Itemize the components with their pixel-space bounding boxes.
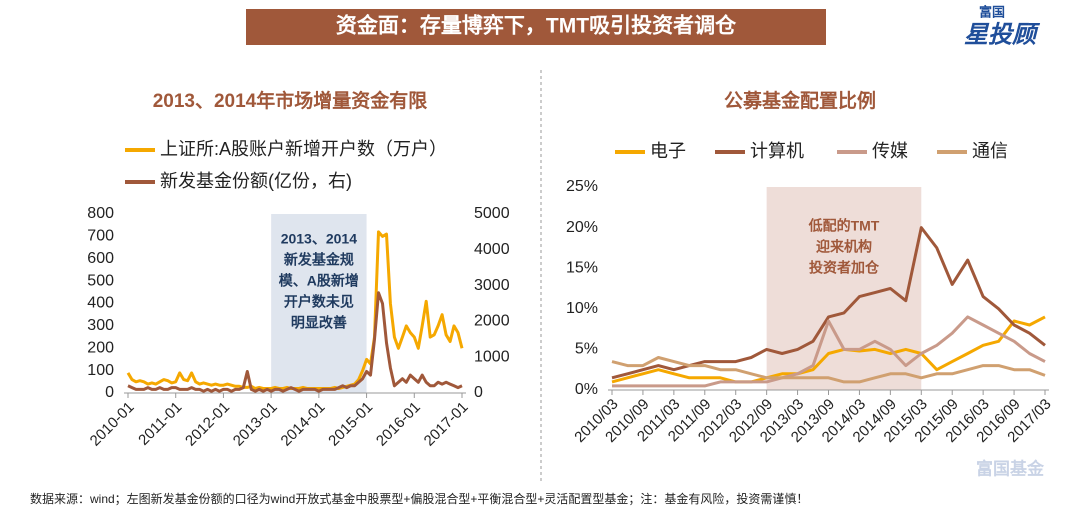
y-tick-label: 400: [87, 295, 114, 312]
y-tick-label: 800: [87, 205, 114, 222]
annotation: 低配的TMT: [808, 218, 880, 234]
x-tick-label: 2012-01: [182, 399, 233, 450]
footer-note: 数据来源：wind；左图新发基金份额的口径为wind开放式基金中股票型+偏股混合…: [30, 491, 808, 506]
annotation: 模、A股新增: [279, 273, 359, 289]
y2-tick-label: 0: [474, 384, 483, 401]
slide-title: 资金面：存量博弈下，TMT吸引投资者调仓: [336, 14, 737, 38]
y2-tick-label: 4000: [474, 241, 510, 258]
y-tick-label: 5%: [575, 341, 598, 358]
y-tick-label: 700: [87, 228, 114, 245]
logo-main: 星投顾: [964, 21, 1041, 48]
series-line: [612, 315, 1046, 388]
y-tick-label: 200: [87, 339, 114, 356]
x-tick-label: 2015-01: [325, 399, 376, 450]
y-tick-label: 0: [105, 384, 114, 401]
legend-label: 计算机: [750, 141, 804, 161]
series-line: [611, 226, 1046, 380]
y2-tick-label: 5000: [474, 205, 510, 222]
x-tick-label: 2017-01: [421, 399, 472, 450]
chart-title: 2013、2014年市场增量资金有限: [153, 89, 428, 112]
y2-tick-label: 3000: [474, 277, 510, 294]
series-line: [127, 291, 463, 393]
x-tick-label: 2016-01: [373, 399, 424, 450]
y-tick-label: 20%: [566, 219, 598, 236]
y-tick-label: 600: [87, 250, 114, 267]
legend-label: 新发基金份额(亿份，右): [160, 171, 352, 191]
y-tick-label: 500: [87, 272, 114, 289]
y-tick-label: 15%: [566, 259, 598, 276]
annotation: 明显改善: [291, 315, 347, 331]
series-line: [611, 315, 1046, 384]
y-tick-label: 300: [87, 317, 114, 334]
title-banner: [246, 9, 826, 45]
y-tick-label: 0%: [575, 381, 598, 398]
y-tick-label: 10%: [566, 300, 598, 317]
x-tick-label: 2010-01: [87, 399, 138, 450]
y2-tick-label: 1000: [474, 348, 510, 365]
y2-tick-label: 2000: [474, 313, 510, 330]
legend-label: 通信: [972, 141, 1008, 161]
series-line: [611, 356, 1046, 384]
y-tick-label: 100: [87, 362, 114, 379]
y-tick-label: 25%: [566, 178, 598, 195]
highlight-region: [271, 214, 367, 393]
annotation: 新发基金规: [284, 252, 354, 268]
annotation: 投资者加仓: [809, 260, 880, 276]
legend-label: 电子: [650, 141, 686, 161]
x-tick-label: 2013-01: [230, 399, 281, 450]
logo-top: 富国: [979, 4, 1005, 19]
annotation: 迎来机构: [816, 239, 872, 255]
watermark: 富国基金: [976, 458, 1045, 478]
chart-title: 公募基金配置比例: [724, 89, 876, 112]
legend-label: 传媒: [872, 141, 908, 161]
annotation: 开户数未见: [284, 294, 354, 310]
annotation: 2013、2014: [281, 231, 358, 247]
legend-label: 上证所:A股账户新增开户数（万户）: [160, 139, 447, 159]
x-tick-label: 2011-01: [135, 399, 185, 449]
x-tick-label: 2014-01: [278, 399, 329, 450]
